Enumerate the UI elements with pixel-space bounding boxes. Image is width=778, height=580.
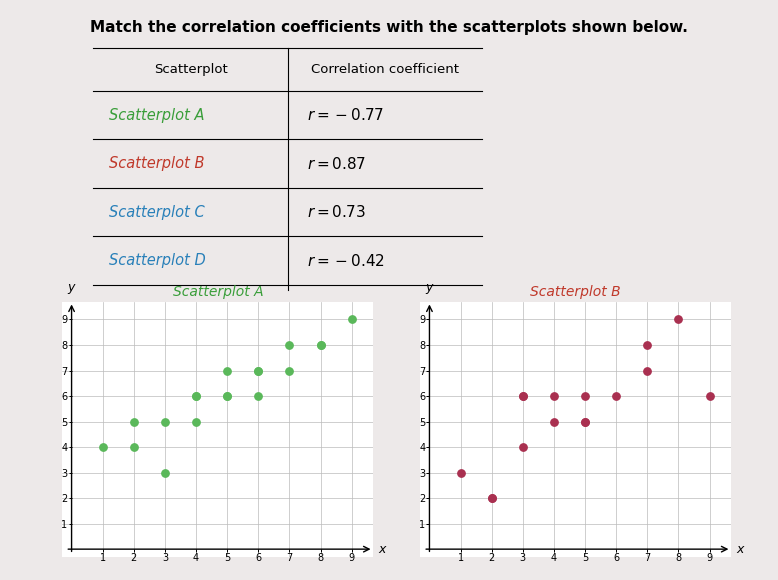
Title: Scatterplot A: Scatterplot A	[173, 285, 263, 299]
Point	[641, 340, 654, 350]
Point	[128, 417, 140, 426]
Text: $y$: $y$	[425, 282, 434, 296]
Point	[159, 468, 171, 477]
Point	[190, 392, 202, 401]
Text: $y$: $y$	[67, 282, 76, 296]
Point	[517, 392, 529, 401]
Text: Scatterplot A: Scatterplot A	[109, 108, 205, 123]
Text: $r = -0.77$: $r = -0.77$	[307, 107, 384, 123]
Point	[283, 366, 296, 375]
Text: $x$: $x$	[378, 543, 388, 556]
Text: Scatterplot: Scatterplot	[154, 63, 227, 76]
Point	[252, 366, 265, 375]
Text: $r = -0.42$: $r = -0.42$	[307, 253, 385, 269]
Point	[610, 392, 622, 401]
Point	[221, 392, 233, 401]
Point	[314, 340, 327, 350]
Point	[159, 417, 171, 426]
Point	[548, 417, 560, 426]
Point	[672, 315, 685, 324]
Text: $x$: $x$	[736, 543, 746, 556]
Point	[517, 443, 529, 452]
Text: $r = 0.73$: $r = 0.73$	[307, 204, 366, 220]
Point	[314, 340, 327, 350]
Text: Scatterplot C: Scatterplot C	[109, 205, 205, 220]
Point	[283, 340, 296, 350]
Text: $r = 0.87$: $r = 0.87$	[307, 155, 366, 172]
Text: Scatterplot D: Scatterplot D	[109, 253, 205, 268]
Point	[190, 392, 202, 401]
Point	[548, 392, 560, 401]
Point	[641, 366, 654, 375]
Point	[517, 392, 529, 401]
Point	[454, 468, 467, 477]
Point	[252, 366, 265, 375]
Point	[96, 443, 109, 452]
Point	[190, 417, 202, 426]
Point	[128, 443, 140, 452]
Point	[221, 366, 233, 375]
Text: Scatterplot B: Scatterplot B	[109, 156, 205, 171]
Point	[345, 315, 358, 324]
Point	[579, 417, 591, 426]
Point	[579, 417, 591, 426]
Title: Scatterplot B: Scatterplot B	[531, 285, 621, 299]
Point	[485, 494, 498, 503]
Point	[252, 392, 265, 401]
Point	[703, 392, 716, 401]
Point	[485, 494, 498, 503]
Text: Correlation coefficient: Correlation coefficient	[311, 63, 459, 76]
Text: Match the correlation coefficients with the scatterplots shown below.: Match the correlation coefficients with …	[90, 20, 688, 35]
Point	[221, 392, 233, 401]
Point	[579, 392, 591, 401]
